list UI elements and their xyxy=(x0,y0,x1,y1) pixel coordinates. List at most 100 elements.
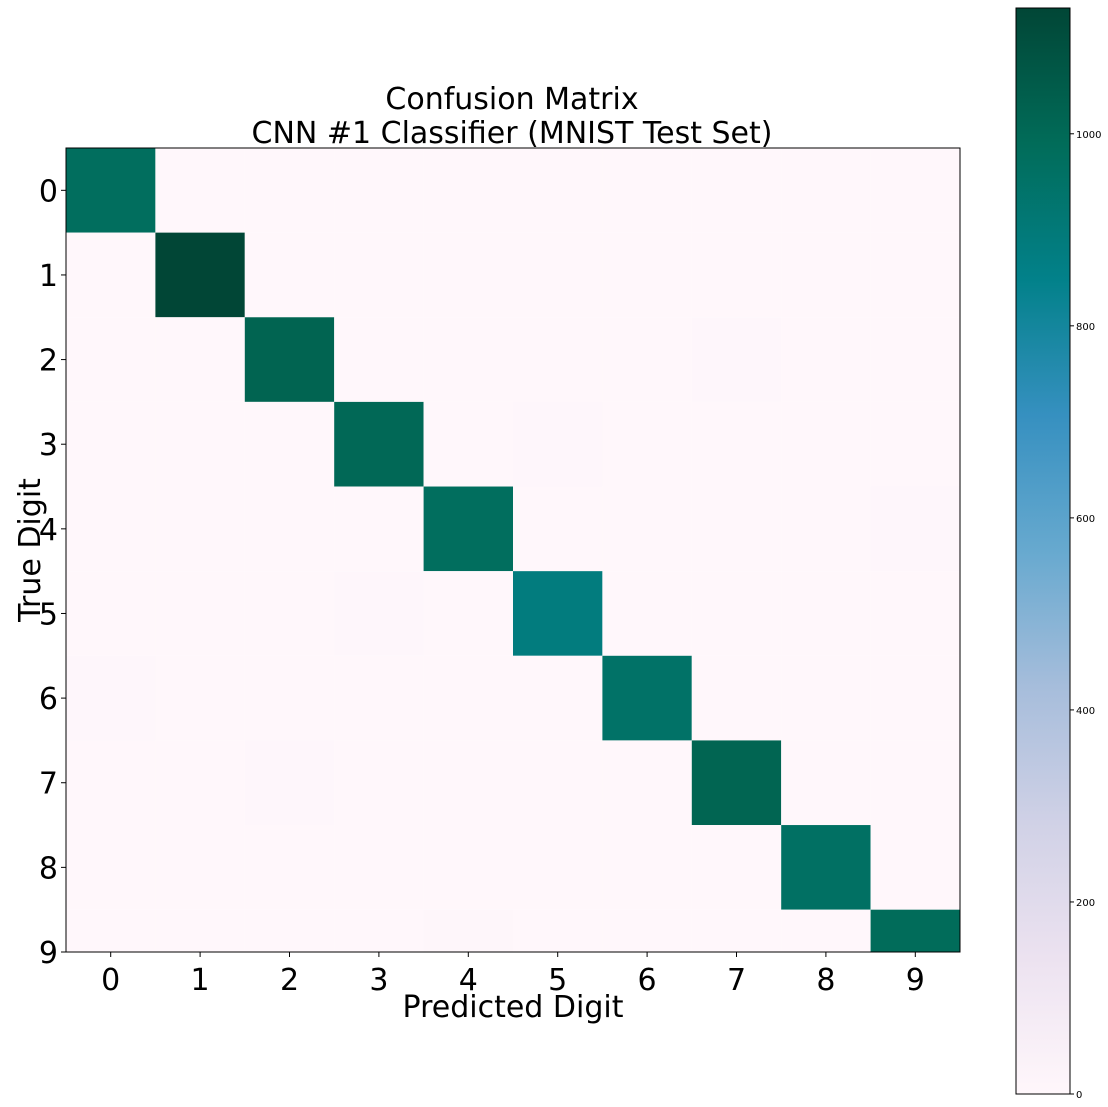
heatmap-cell-2-3 xyxy=(334,317,424,402)
heatmap-cell-5-0 xyxy=(66,571,156,656)
colorbar-tick-label: 600 xyxy=(1076,514,1095,525)
heatmap-cell-6-1 xyxy=(155,655,245,741)
x-tick-label: 3 xyxy=(369,963,388,998)
heatmap-cell-2-9 xyxy=(870,317,960,402)
x-axis-label: Predicted Digit xyxy=(403,990,624,1025)
heatmap-cell-3-3 xyxy=(334,401,424,487)
heatmap-cell-0-0 xyxy=(66,148,156,233)
heatmap-cell-8-3 xyxy=(334,825,424,910)
heatmap-cell-9-4 xyxy=(423,909,513,952)
y-axis-label: True Digit xyxy=(13,478,48,623)
heatmap-cell-9-6 xyxy=(602,909,692,952)
heatmap-cell-7-2 xyxy=(244,740,335,826)
heatmap-cell-5-2 xyxy=(244,571,335,656)
colorbar-ticks: 0 200 400 600 800 1000 xyxy=(1070,130,1101,1101)
heatmap-cell-2-5 xyxy=(513,317,603,402)
heatmap-cell-0-4 xyxy=(423,148,513,233)
heatmap-cell-1-8 xyxy=(781,232,871,318)
heatmap-cell-9-3 xyxy=(334,909,424,952)
x-tick-label: 2 xyxy=(280,963,299,998)
colorbar xyxy=(1015,7,1071,1095)
heatmap-cell-1-3 xyxy=(334,232,424,318)
heatmap-cell-8-5 xyxy=(513,825,603,910)
heatmap-cell-0-6 xyxy=(602,148,692,233)
heatmap-cell-9-9 xyxy=(870,909,960,952)
y-tick-label: 1 xyxy=(39,259,58,294)
heatmap-cell-6-0 xyxy=(66,655,156,741)
heatmap-cell-1-2 xyxy=(244,232,335,318)
y-tick-label: 8 xyxy=(39,851,58,886)
heatmap-cell-4-0 xyxy=(66,486,156,572)
heatmap-cell-8-7 xyxy=(691,825,782,910)
heatmap-cell-6-3 xyxy=(334,655,424,741)
colorbar-tick-label: 800 xyxy=(1076,322,1095,333)
heatmap-cell-2-6 xyxy=(602,317,692,402)
heatmap-cell-6-6 xyxy=(602,655,692,741)
heatmap-cell-2-8 xyxy=(781,317,871,402)
heatmap-cell-7-8 xyxy=(781,740,871,826)
heatmap-cell-2-1 xyxy=(155,317,245,402)
heatmap-cell-9-2 xyxy=(244,909,335,952)
heatmap-cell-8-6 xyxy=(602,825,692,910)
heatmap-cell-4-4 xyxy=(423,486,513,572)
heatmap-cell-4-2 xyxy=(244,486,335,572)
colorbar-tick-label: 1000 xyxy=(1076,130,1101,141)
heatmap-cell-2-2 xyxy=(244,317,335,402)
colorbar-tick-label: 200 xyxy=(1076,898,1095,909)
heatmap-cell-3-2 xyxy=(244,401,335,487)
heatmap-cell-0-9 xyxy=(870,148,960,233)
heatmap-cell-8-9 xyxy=(870,825,960,910)
heatmap-cell-7-6 xyxy=(602,740,692,826)
heatmap-cell-2-4 xyxy=(423,317,513,402)
heatmap-cell-4-8 xyxy=(781,486,871,572)
heatmap-cell-8-4 xyxy=(423,825,513,910)
heatmap-cell-5-6 xyxy=(602,571,692,656)
heatmap-cell-8-2 xyxy=(244,825,335,910)
y-tick-label: 5 xyxy=(39,597,58,632)
heatmap-cell-0-8 xyxy=(781,148,871,233)
heatmap-cell-1-1 xyxy=(155,232,245,318)
heatmap-cell-3-4 xyxy=(423,401,513,487)
heatmap-cell-6-2 xyxy=(244,655,335,741)
heatmap-cell-5-8 xyxy=(781,571,871,656)
heatmap-cell-9-1 xyxy=(155,909,245,952)
heatmap-cell-3-0 xyxy=(66,401,156,487)
heatmap-cell-1-5 xyxy=(513,232,603,318)
y-tick-label: 4 xyxy=(39,513,58,548)
x-tick-label: 0 xyxy=(101,963,120,998)
x-axis-ticks: 0 1 2 3 4 5 6 7 8 9 xyxy=(101,952,925,998)
heatmap-cell-6-9 xyxy=(870,655,960,741)
y-tick-label: 2 xyxy=(39,344,58,379)
y-tick-label: 9 xyxy=(39,936,58,971)
heatmap-cell-5-5 xyxy=(513,571,603,656)
plot-frame xyxy=(65,147,961,953)
x-tick-label: 6 xyxy=(638,963,657,998)
heatmap-cell-5-1 xyxy=(155,571,245,656)
heatmap-cell-3-1 xyxy=(155,401,245,487)
heatmap-cell-7-5 xyxy=(513,740,603,826)
heatmap-cell-1-0 xyxy=(66,232,156,318)
heatmap-cell-4-5 xyxy=(513,486,603,572)
heatmap-cell-0-7 xyxy=(691,148,782,233)
heatmap-cell-2-0 xyxy=(66,317,156,402)
y-tick-label: 7 xyxy=(39,767,58,802)
heatmap-cell-9-5 xyxy=(513,909,603,952)
heatmap-cell-7-9 xyxy=(870,740,960,826)
x-tick-label: 1 xyxy=(191,963,210,998)
heatmap-cell-1-4 xyxy=(423,232,513,318)
heatmap-cell-4-7 xyxy=(691,486,782,572)
y-axis-ticks: 0 1 2 3 4 5 6 7 8 9 xyxy=(39,174,66,971)
heatmap-cell-5-7 xyxy=(691,571,782,656)
x-tick-label: 5 xyxy=(548,963,567,998)
heatmap-cell-3-7 xyxy=(691,401,782,487)
heatmap-cell-0-2 xyxy=(244,148,335,233)
heatmap-cell-4-9 xyxy=(870,486,960,572)
heatmap-cell-2-7 xyxy=(691,317,782,402)
x-tick-label: 7 xyxy=(727,963,746,998)
heatmap-cells xyxy=(66,148,960,952)
colorbar-tick-label: 0 xyxy=(1076,1090,1082,1101)
chart-subtitle: CNN #1 Classifier (MNIST Test Set) xyxy=(252,116,773,151)
heatmap-cell-5-3 xyxy=(334,571,424,656)
heatmap-cell-1-9 xyxy=(870,232,960,318)
